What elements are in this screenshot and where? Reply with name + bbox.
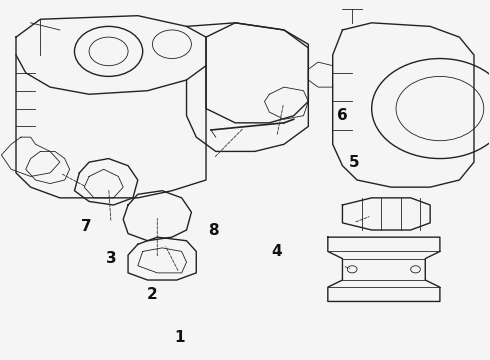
Text: 5: 5 bbox=[349, 155, 360, 170]
Text: 2: 2 bbox=[147, 287, 158, 302]
Text: 1: 1 bbox=[174, 330, 184, 345]
Text: 3: 3 bbox=[106, 251, 116, 266]
Text: 6: 6 bbox=[337, 108, 348, 123]
Text: 4: 4 bbox=[271, 244, 282, 259]
Text: 8: 8 bbox=[208, 222, 219, 238]
Text: 7: 7 bbox=[81, 219, 92, 234]
